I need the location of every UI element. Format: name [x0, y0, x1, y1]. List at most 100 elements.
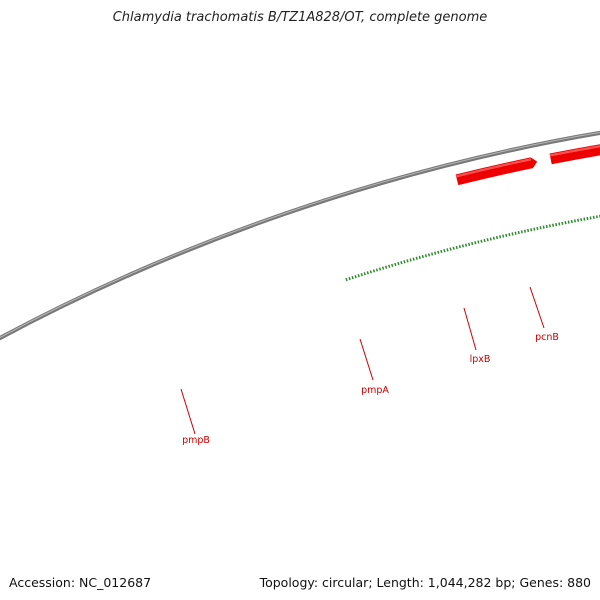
map-title: Chlamydia trachomatis B/TZ1A828/OT, comp… — [112, 10, 488, 25]
inner-tick — [539, 226, 542, 230]
label-pcnB: pcnB — [535, 332, 559, 343]
inner-tick — [464, 243, 468, 247]
inner-tick — [403, 260, 406, 264]
inner-tick — [514, 231, 517, 235]
inner-tick — [381, 266, 385, 270]
inner-tick — [536, 226, 539, 231]
inner-tick — [378, 267, 382, 271]
inner-tick — [523, 229, 527, 233]
inner-tick — [502, 234, 505, 238]
inner-tick — [570, 219, 573, 224]
inner-tick — [415, 256, 418, 260]
inner-tick — [495, 235, 499, 240]
leader-line — [529, 286, 545, 329]
inner-tick — [583, 217, 586, 221]
inner-tick — [558, 222, 561, 226]
inner-tick — [357, 274, 360, 278]
genome-backbone — [0, 130, 600, 341]
inner-tick — [443, 249, 446, 253]
inner-tick — [586, 216, 589, 221]
inner-tick — [345, 277, 348, 282]
inner-tick — [406, 259, 409, 263]
inner-tick — [452, 246, 455, 250]
inner-tick — [449, 247, 452, 251]
inner-tick — [486, 238, 489, 242]
inner-tick — [351, 275, 354, 280]
inner-tick — [384, 265, 388, 269]
inner-tick — [508, 233, 511, 237]
inner-tick — [424, 254, 428, 258]
inner-tick — [561, 221, 564, 225]
label-pmpB: pmpB — [182, 435, 210, 446]
inner-tick — [409, 258, 412, 262]
inner-tick — [564, 221, 567, 225]
inner-tick — [366, 271, 369, 275]
inner-tick — [363, 272, 366, 276]
inner-tick — [354, 274, 357, 279]
inner-tick — [477, 240, 480, 244]
gene-pmpB — [455, 157, 538, 186]
inner-tick — [430, 252, 434, 256]
label-pmpA: pmpA — [361, 385, 389, 396]
inner-tick — [412, 257, 415, 261]
inner-tick — [527, 228, 530, 233]
inner-tick — [483, 238, 486, 243]
inner-tick — [592, 215, 595, 219]
inner-tick — [551, 223, 555, 227]
genome-stats-text: Topology: circular; Length: 1,044,282 bp… — [259, 575, 591, 590]
inner-tick — [468, 242, 471, 246]
gene-pmpB-shade — [455, 158, 532, 178]
inner-tick — [489, 237, 492, 241]
inner-tick — [474, 241, 477, 245]
leader-line — [359, 338, 374, 381]
inner-tick — [440, 249, 443, 254]
accession-text: Accession: NC_012687 — [9, 575, 152, 590]
gene-pmpA-shade — [549, 145, 600, 157]
inner-tick — [520, 230, 523, 234]
inner-tick — [567, 220, 570, 224]
inner-tick — [492, 236, 495, 240]
label-lpxB: lpxB — [470, 354, 491, 365]
inner-tick — [589, 216, 592, 220]
inner-tick — [388, 264, 391, 268]
inner-tick — [391, 263, 394, 268]
inner-tick — [577, 218, 580, 222]
gene-pmpA — [549, 144, 600, 165]
inner-tick — [375, 268, 379, 272]
leader-line — [180, 388, 196, 435]
inner-tick — [499, 235, 502, 239]
inner-tick — [437, 250, 440, 254]
inner-tick — [548, 224, 551, 228]
inner-tick — [418, 255, 421, 260]
inner-tick — [580, 218, 583, 222]
inner-tick — [542, 225, 545, 229]
inner-tick — [480, 239, 483, 243]
inner-tick — [458, 245, 461, 249]
inner-tick — [461, 244, 465, 248]
inner-tick — [434, 251, 437, 255]
inner-tick — [545, 224, 548, 229]
inner-tick — [372, 269, 376, 273]
inner-tick — [505, 233, 508, 237]
inner-tick — [455, 245, 458, 250]
inner-tick — [471, 241, 474, 246]
inner-tick — [421, 254, 424, 259]
inner-tick — [530, 228, 533, 232]
inner-tick — [400, 261, 403, 265]
inner-tick — [348, 276, 351, 281]
inner-tick — [517, 230, 520, 235]
inner-tick — [397, 261, 400, 266]
inner-tick — [427, 253, 431, 257]
inner-tick — [511, 232, 514, 236]
genome-backbone-highlight — [0, 132, 600, 339]
inner-tick — [595, 215, 598, 219]
inner-tick — [360, 273, 363, 277]
inner-tick — [573, 219, 576, 223]
inner-tick — [369, 270, 373, 274]
leader-line — [463, 307, 477, 351]
inner-tick — [555, 222, 558, 227]
inner-tick — [394, 262, 397, 267]
inner-tick — [446, 248, 449, 252]
inner-tick — [533, 227, 536, 231]
